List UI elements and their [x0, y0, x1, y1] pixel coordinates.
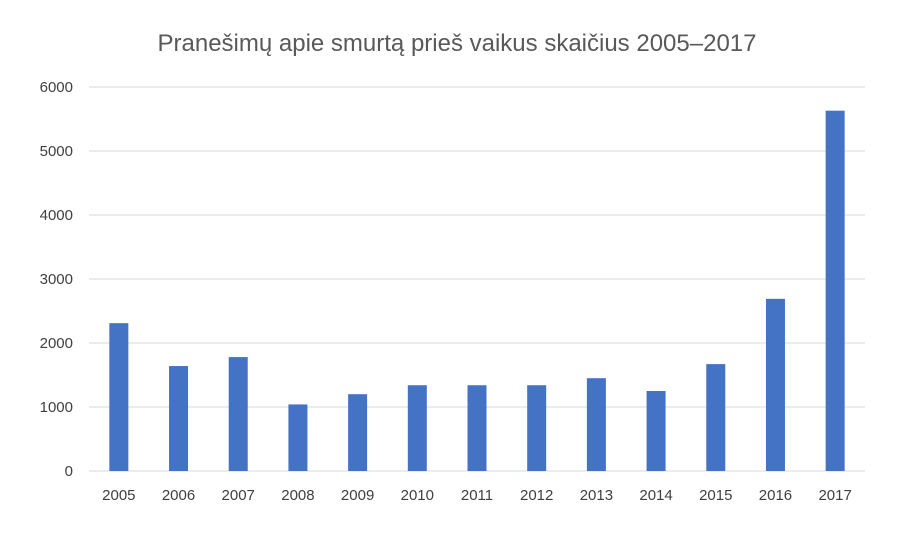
- x-axis-tick-labels: 2005 2006 2007 2008 2009 2010 2011 2012 2013 2014…: [102, 487, 852, 504]
- bar-2010: [407, 385, 427, 471]
- x-tick-label: 2013: [580, 487, 613, 504]
- bar-2016: [765, 298, 785, 471]
- y-tick-label: 2000: [40, 335, 73, 352]
- bars: [109, 110, 845, 472]
- y-tick-label: 6000: [40, 79, 73, 96]
- x-tick-label: 2009: [341, 487, 374, 504]
- x-tick-label: 2011: [461, 487, 493, 504]
- bar-2006: [169, 366, 189, 471]
- x-tick-label: 2014: [639, 487, 672, 504]
- y-tick-label: 0: [65, 463, 73, 480]
- x-tick-label: 2012: [520, 487, 553, 504]
- bar-2013: [586, 378, 606, 471]
- bar-2009: [348, 394, 368, 471]
- x-tick-label: 2007: [222, 487, 255, 504]
- bar-2005: [109, 323, 129, 471]
- x-tick-label: 2016: [759, 487, 792, 504]
- x-tick-label: 2017: [818, 487, 851, 504]
- x-tick-label: 2008: [281, 487, 314, 504]
- x-tick-label: 2005: [102, 487, 135, 504]
- bar-2014: [646, 391, 666, 471]
- x-tick-label: 2015: [699, 487, 732, 504]
- y-tick-label: 1000: [40, 399, 73, 416]
- y-tick-label: 3000: [40, 271, 73, 288]
- x-tick-label: 2006: [162, 487, 195, 504]
- y-tick-label: 5000: [40, 143, 73, 160]
- bar-2017: [825, 110, 845, 472]
- bar-2015: [706, 364, 726, 471]
- bar-2011: [467, 385, 487, 471]
- bar-2007: [228, 357, 248, 471]
- y-tick-label: 4000: [40, 207, 73, 224]
- chart-title: Pranešimų apie smurtą prieš vaikus skaič…: [157, 30, 757, 57]
- bar-2012: [527, 385, 547, 471]
- bar-2008: [288, 404, 308, 471]
- y-axis-tick-labels: 0 1000 2000 3000 4000 5000 6000: [40, 79, 73, 480]
- x-tick-label: 2010: [401, 487, 434, 504]
